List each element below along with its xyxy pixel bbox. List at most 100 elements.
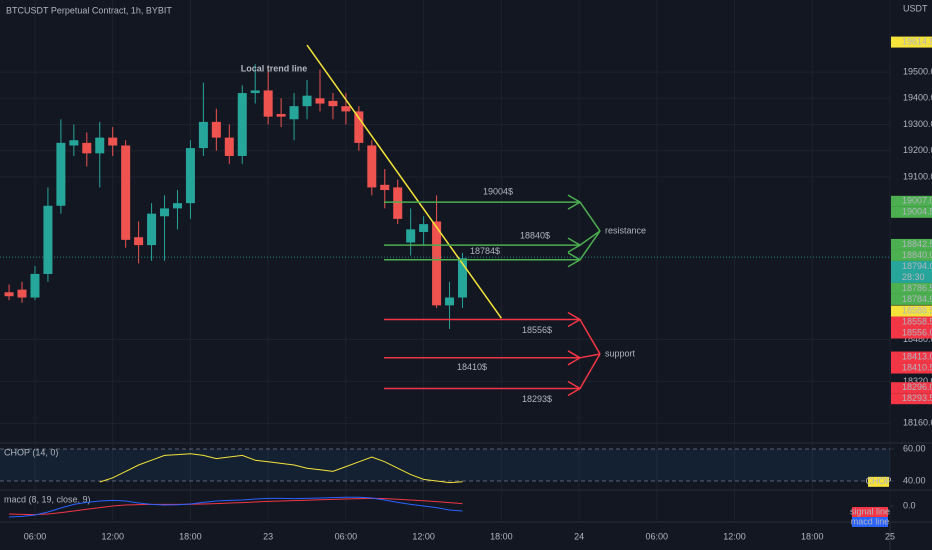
price-tag-label: 19614.5 <box>902 36 932 46</box>
x-tick-label: 06:00 <box>646 531 669 541</box>
zone-bracket <box>579 319 601 355</box>
candle-body <box>95 137 105 154</box>
trend-line <box>306 44 502 319</box>
candle-body <box>328 100 338 107</box>
price-tag-label: 18588.5 <box>902 305 932 315</box>
zone-label: support <box>605 348 636 358</box>
x-tick-label: 18:00 <box>490 531 513 541</box>
price-tag <box>891 238 932 250</box>
candle-body <box>30 273 40 298</box>
candle-body <box>380 184 390 191</box>
candle-body <box>17 289 27 298</box>
candle-body <box>341 106 351 112</box>
candle-body <box>445 297 455 306</box>
level-label: 18784$ <box>470 246 500 256</box>
price-tag-label: 18558.5 <box>902 316 932 326</box>
y-tick-label: 40.00 <box>903 475 926 485</box>
candle-body <box>69 140 79 146</box>
price-tag <box>891 195 932 207</box>
price-tag <box>891 393 932 405</box>
candle-body <box>302 95 312 107</box>
y-tick-label: 18160.0 <box>903 418 932 428</box>
candle-body <box>406 229 416 243</box>
legend-label: signal line <box>850 506 890 516</box>
x-tick-label: 06:00 <box>24 531 47 541</box>
zone-label: resistance <box>605 225 646 235</box>
x-tick-label: 12:00 <box>723 531 746 541</box>
price-tag <box>891 362 932 374</box>
zone-bracket <box>579 230 601 246</box>
series-tag <box>868 476 889 487</box>
trend-line-label: Local trend line <box>241 63 308 73</box>
candle-body <box>432 221 442 306</box>
price-tag-label: 19007.0 <box>902 196 932 206</box>
price-tag-label: 18794.0 <box>902 261 932 271</box>
price-tag-label: 18786.5 <box>902 283 932 293</box>
price-tag-label: 18296.0 <box>902 382 932 392</box>
price-tag <box>891 351 932 363</box>
level-label: 19004$ <box>483 186 513 196</box>
y-tick-label: 60.00 <box>903 443 926 453</box>
candle-body <box>56 142 66 206</box>
candle-body <box>263 90 273 117</box>
candle-body <box>211 121 221 138</box>
legend-label: macd line <box>851 516 890 526</box>
candle-body <box>108 137 118 146</box>
price-tag-label: 18842.5 <box>902 239 932 249</box>
series-tag-label: CHOP <box>865 476 891 486</box>
price-tag-label: 18293.5 <box>902 393 932 403</box>
price-tag-label: 19004.5 <box>902 207 932 217</box>
y-tick-label: 19400.0 <box>903 93 932 103</box>
level-label: 18410$ <box>457 362 487 372</box>
series-line <box>9 496 463 518</box>
candle-body <box>43 205 53 274</box>
candle-body <box>224 137 234 156</box>
candle-body <box>367 145 377 188</box>
zone-bracket <box>579 353 601 359</box>
price-tag <box>891 36 932 48</box>
pane-title: macd (8, 19, close, 9) <box>4 494 91 504</box>
price-tag-label: 18410.5 <box>902 362 932 372</box>
legend-swatch <box>852 517 888 527</box>
y-tick-label: 18480.0 <box>903 334 932 344</box>
x-tick-label: 12:00 <box>101 531 124 541</box>
series-line <box>9 497 463 516</box>
price-tag-label: 18556.0 <box>902 327 932 337</box>
price-tag <box>891 282 932 294</box>
zone-bracket <box>579 230 601 261</box>
pane-title: CHOP (14, 0) <box>4 447 58 457</box>
series-line <box>99 453 463 484</box>
candle-body <box>237 93 247 156</box>
zone-bracket <box>579 201 601 232</box>
price-tag <box>891 305 932 317</box>
level-label: 18293$ <box>522 394 552 404</box>
candle-body <box>198 121 208 149</box>
price-tag-label: 18784.0 <box>902 294 932 304</box>
candle-body <box>134 237 144 246</box>
price-tag <box>891 206 932 218</box>
price-tag <box>891 293 932 305</box>
x-tick-label: 18:00 <box>801 531 824 541</box>
price-tag <box>891 327 932 339</box>
y-axis-label: USDT <box>903 3 928 13</box>
price-tag <box>891 316 932 328</box>
candle-body <box>82 142 92 154</box>
candle-body <box>160 208 170 217</box>
y-tick-label: 18320.0 <box>903 376 932 386</box>
y-tick-label: 19200.0 <box>903 145 932 155</box>
x-tick-label: 23 <box>263 531 273 541</box>
candle-body <box>172 203 182 209</box>
price-tag-label: 18840.0 <box>902 250 932 260</box>
candle-body <box>276 114 286 117</box>
chart-title: BTCUSDT Perpetual Contract, 1h, BYBIT <box>6 5 172 15</box>
candle-body <box>4 292 14 297</box>
y-tick-label: 19100.0 <box>903 171 932 181</box>
candle-body <box>457 258 467 298</box>
candle-body <box>250 90 260 94</box>
candle-body <box>289 106 299 120</box>
x-tick-label: 25 <box>885 531 895 541</box>
candle-body <box>393 187 403 219</box>
x-tick-label: 24 <box>574 531 584 541</box>
y-tick-label: 0.0 <box>903 500 916 510</box>
